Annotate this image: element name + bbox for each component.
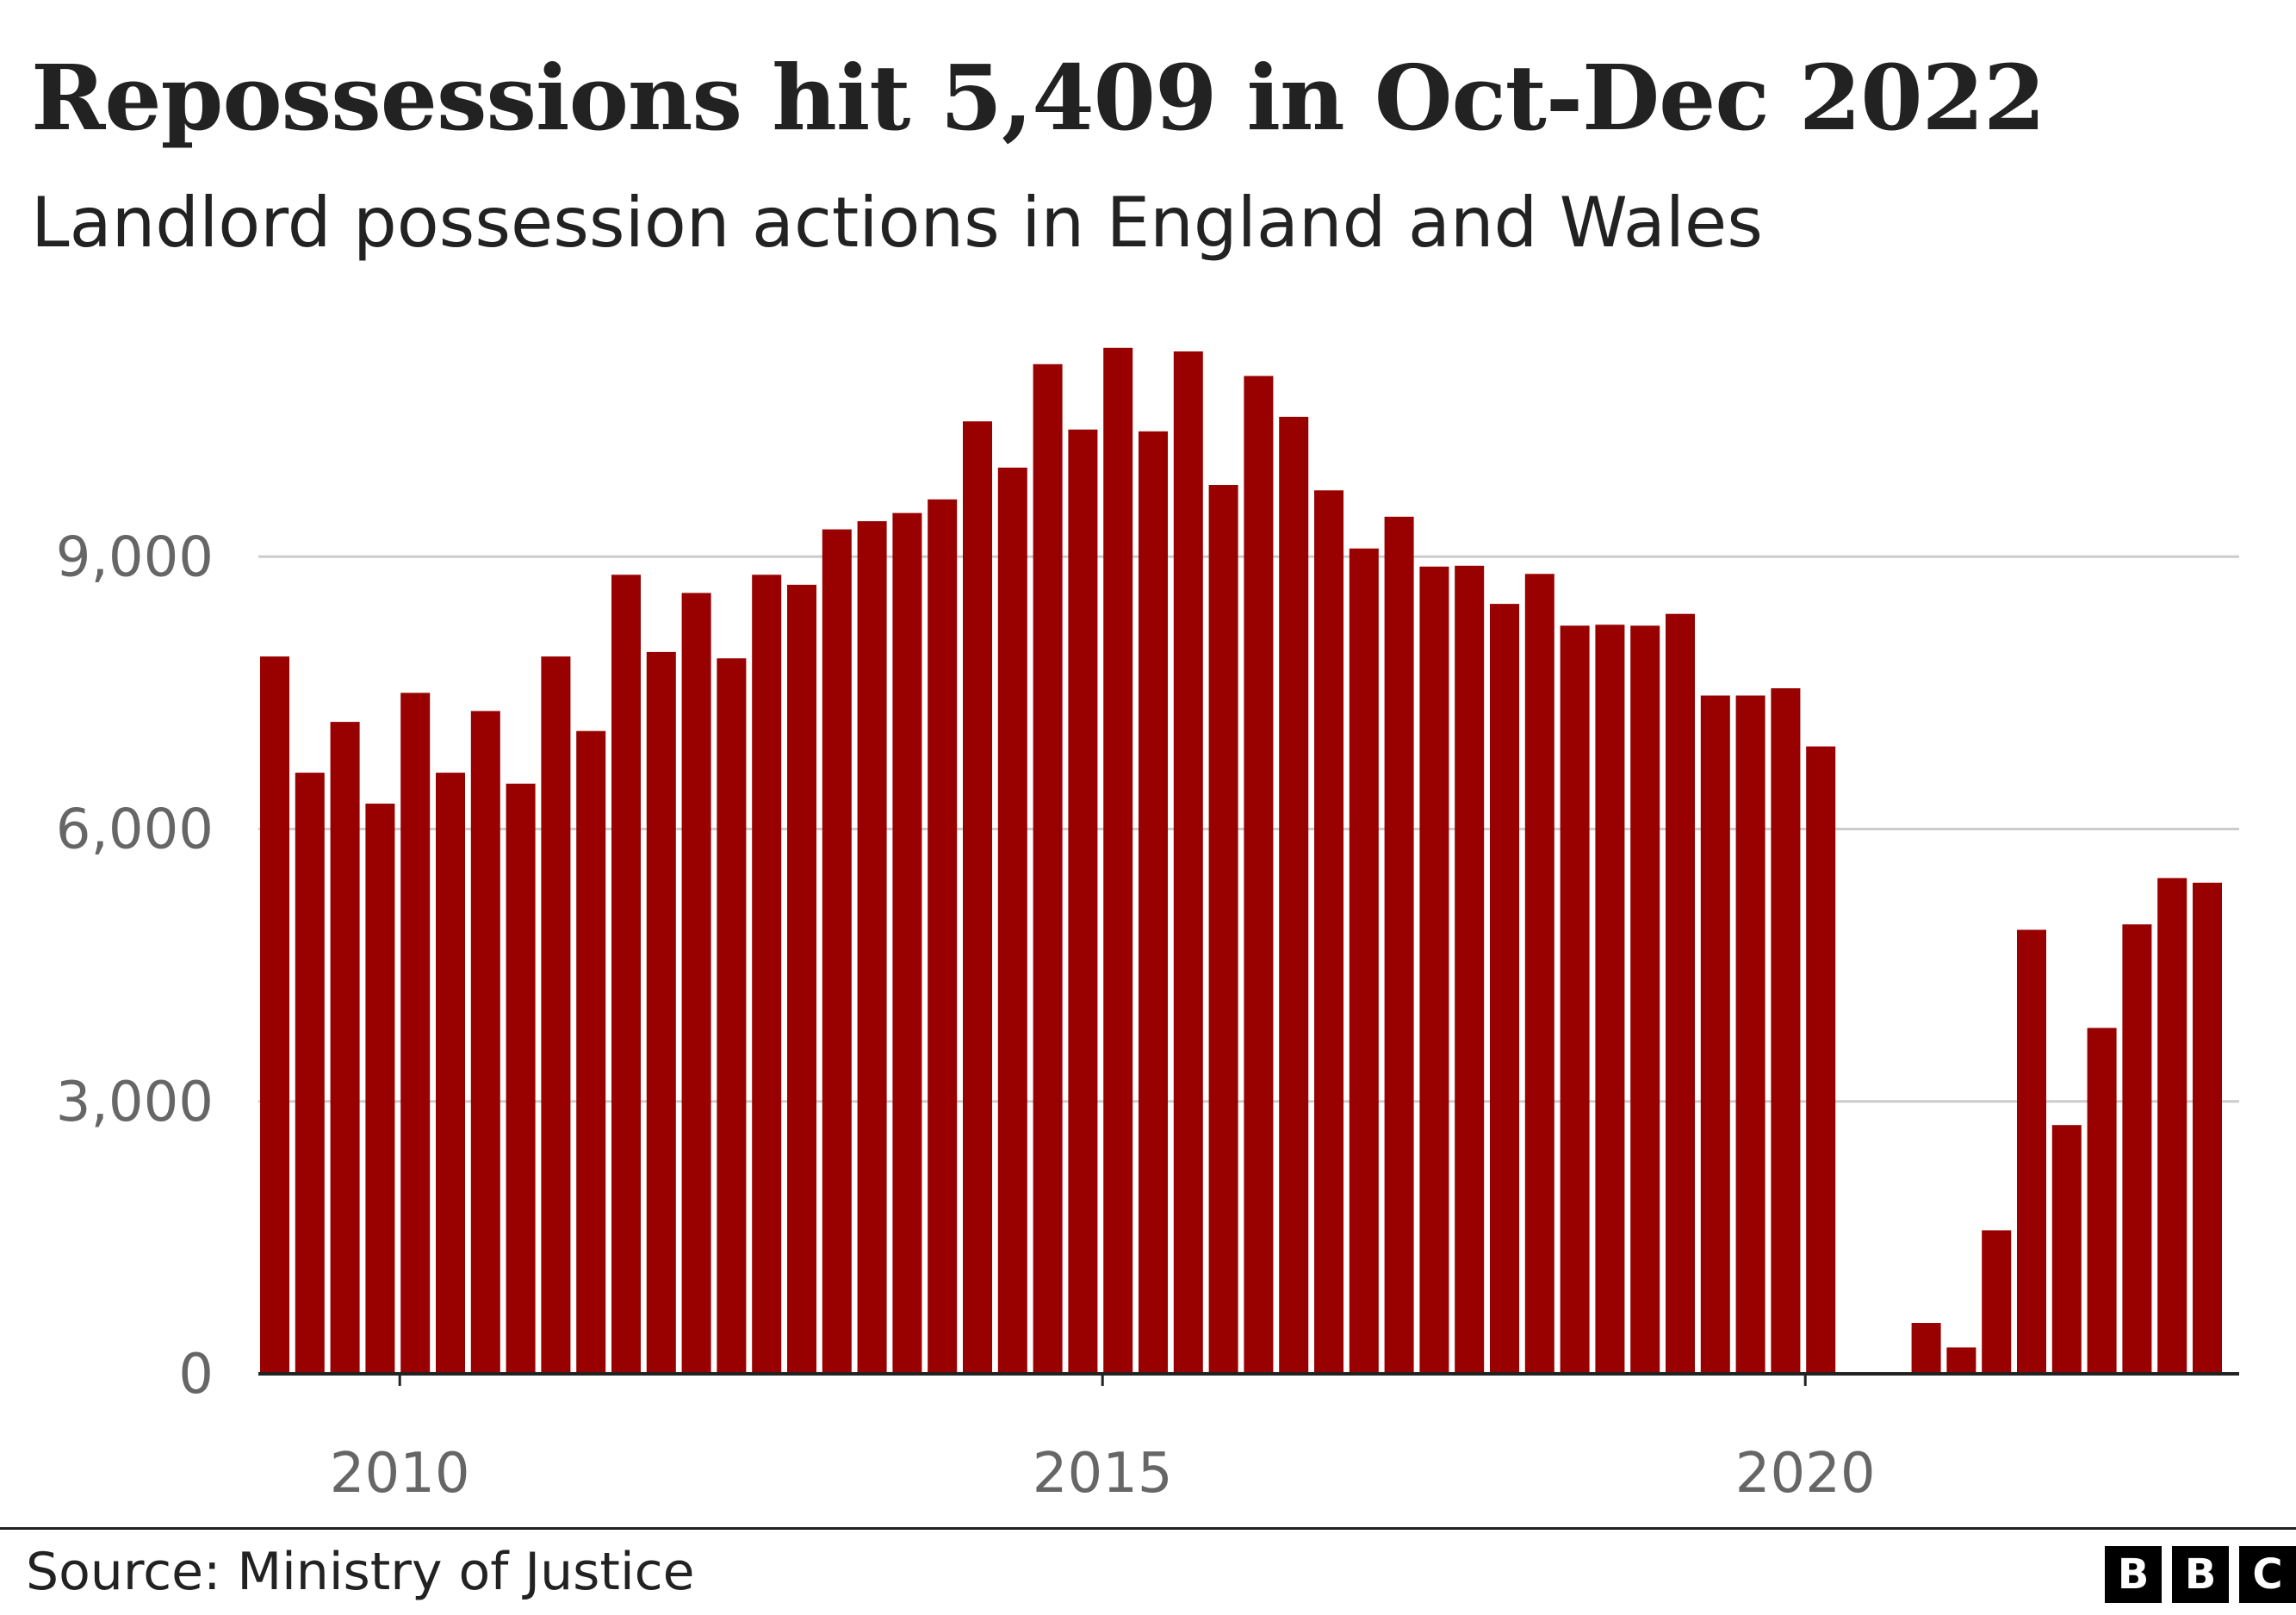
bar-2015-q1 [1103, 347, 1133, 1374]
bar-2010-q2 [436, 773, 465, 1374]
bar-2022-q4 [2193, 882, 2222, 1374]
logo-block-b2: B [2172, 1546, 2229, 1603]
bar-2022-q1 [2087, 1028, 2117, 1374]
bar-2012-q2 [717, 658, 747, 1374]
bar-2011-q4 [646, 651, 676, 1374]
bar-2019-q4 [1771, 688, 1801, 1374]
bar-2017-q2 [1419, 566, 1449, 1374]
bar-2015-q3 [1173, 351, 1203, 1374]
y-tick-label: 9,000 [56, 525, 214, 589]
bar-2018-q3 [1595, 624, 1625, 1374]
bar-2011-q3 [611, 575, 641, 1374]
bar-2017-q1 [1384, 516, 1414, 1374]
y-tick-label: 0 [178, 1343, 214, 1407]
bar-2016-q2 [1279, 416, 1309, 1374]
bar-2012-q3 [752, 575, 782, 1374]
chart-subtitle: Landlord possession actions in England a… [31, 183, 1763, 263]
chart-title: Repossessions hit 5,409 in Oct-Dec 2022 [31, 45, 2045, 151]
bar-2019-q3 [1735, 695, 1765, 1374]
bar-2013-q2 [857, 521, 887, 1374]
bar-2013-q1 [822, 529, 852, 1374]
bbc-logo: B B C [2105, 1546, 2296, 1603]
bar-2021-q2 [1982, 1230, 2012, 1374]
bar-chart: 0 3,000 6,000 9,000 2010 2015 2020 [56, 347, 2239, 1506]
bar-2015-q4 [1208, 485, 1238, 1374]
logo-block-c: C [2239, 1546, 2296, 1603]
bar-2020-q1 [1806, 746, 1836, 1374]
logo-block-b1: B [2105, 1546, 2162, 1603]
bar-2021-q4 [2051, 1125, 2082, 1374]
bar-2021-q3 [2017, 929, 2046, 1374]
bar-2021-q1 [1946, 1347, 1976, 1374]
bar-2010-q1 [400, 693, 431, 1374]
bar-2015-q2 [1139, 431, 1168, 1374]
bar-2018-q4 [1630, 625, 1660, 1374]
x-tick-label: 2015 [1033, 1442, 1173, 1506]
axes: 0 3,000 6,000 9,000 2010 2015 2020 [56, 525, 2239, 1506]
footer-divider [0, 1527, 2296, 1530]
x-tick-label: 2020 [1735, 1442, 1876, 1506]
y-tick-label: 6,000 [56, 798, 214, 862]
bar-2014-q2 [997, 467, 1027, 1374]
bar-2009-q1 [260, 656, 289, 1374]
bar-2018-q2 [1560, 625, 1590, 1374]
bar-2011-q2 [576, 730, 606, 1374]
bar-2022-q2 [2122, 924, 2152, 1374]
bars [260, 347, 2222, 1375]
bar-2022-q3 [2157, 878, 2187, 1374]
bar-2019-q1 [1666, 613, 1695, 1374]
bar-2018-q1 [1524, 574, 1554, 1374]
x-tick-label: 2010 [330, 1442, 470, 1506]
bar-2020-q4 [1911, 1323, 1941, 1374]
bar-2014-q3 [1033, 363, 1063, 1374]
bar-2011-q1 [541, 656, 571, 1374]
bar-2010-q4 [506, 783, 536, 1374]
bar-2010-q3 [470, 711, 500, 1374]
bar-2012-q1 [681, 593, 711, 1374]
bar-2014-q4 [1068, 429, 1098, 1375]
bar-2017-q3 [1455, 565, 1485, 1374]
bar-2012-q4 [787, 584, 816, 1374]
bar-2016-q3 [1314, 490, 1343, 1374]
bar-2013-q4 [928, 499, 958, 1374]
bar-2014-q1 [963, 421, 992, 1375]
bar-2016-q4 [1349, 548, 1379, 1374]
bar-2017-q4 [1490, 604, 1519, 1374]
bar-2013-q3 [892, 512, 922, 1374]
y-tick-label: 3,000 [56, 1071, 214, 1134]
bar-2009-q4 [365, 804, 395, 1374]
bar-2019-q2 [1700, 695, 1730, 1374]
bar-2016-q1 [1244, 376, 1274, 1374]
bar-2009-q3 [330, 722, 360, 1374]
bar-2009-q2 [295, 773, 325, 1374]
source-note: Source: Ministry of Justice [26, 1542, 695, 1602]
